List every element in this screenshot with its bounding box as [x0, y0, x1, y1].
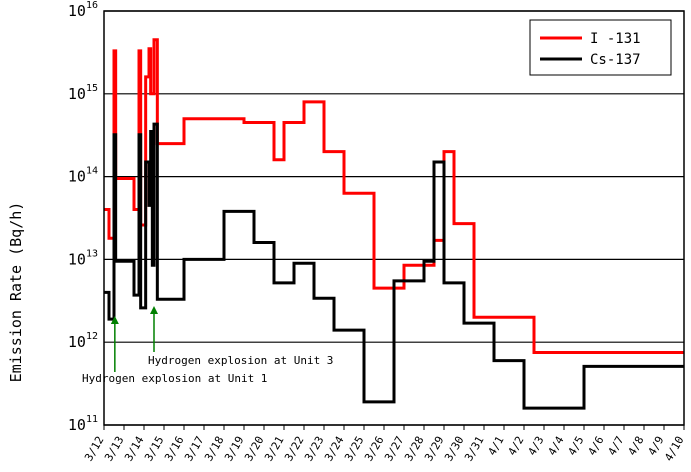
arrow-unit3-head [150, 306, 158, 314]
x-tick-label: 4/6 [585, 434, 606, 458]
x-tick-label: 3/25 [342, 434, 367, 463]
x-tick-label: 4/8 [625, 434, 646, 458]
y-tick-label: 1012 [68, 331, 98, 351]
annotation-unit1: Hydrogen explosion at Unit 1 [82, 372, 267, 385]
legend-label-cs137: Cs-137 [590, 52, 641, 68]
legend-box [529, 19, 672, 76]
x-tick-label: 3/17 [182, 434, 207, 463]
x-tick-label: 3/20 [242, 434, 267, 463]
x-tick-label: 4/3 [525, 434, 546, 458]
legend-label-i131: I -131 [590, 31, 641, 47]
x-tick-label: 4/4 [545, 434, 566, 458]
legend: I -131 Cs-137 [529, 19, 672, 76]
series-line-i131 [104, 38, 684, 355]
x-axis-ticks: 3/123/133/143/153/163/173/183/193/203/21… [82, 425, 687, 463]
x-tick-label: 3/19 [222, 434, 247, 463]
x-tick-label: 3/16 [162, 434, 187, 463]
series-line-cs137 [104, 122, 684, 410]
x-tick-label: 3/13 [102, 434, 127, 463]
x-tick-label: 4/7 [605, 434, 626, 458]
x-tick-label: 3/24 [322, 434, 347, 464]
x-tick-label: 3/26 [362, 434, 387, 463]
series-lines [104, 38, 684, 410]
x-tick-label: 3/12 [82, 434, 107, 463]
x-tick-label: 3/15 [142, 434, 167, 463]
x-tick-label: 3/22 [282, 434, 307, 463]
y-tick-label: 1013 [68, 248, 98, 268]
y-tick-label: 1016 [68, 0, 98, 20]
x-tick-label: 3/18 [202, 434, 227, 463]
y-tick-label: 1011 [68, 414, 98, 434]
x-tick-label: 4/1 [485, 434, 506, 458]
arrow-unit1-head [110, 316, 119, 324]
x-tick-label: 3/31 [462, 434, 487, 463]
y-tick-label: 1014 [68, 166, 98, 186]
x-tick-label: 3/27 [382, 434, 407, 463]
y-tick-label: 1015 [68, 83, 98, 103]
annotations: Hydrogen explosion at Unit 3 Hydrogen exp… [82, 306, 333, 385]
x-tick-label: 3/23 [302, 434, 327, 463]
plot-frame [103, 10, 685, 426]
annotation-unit3: Hydrogen explosion at Unit 3 [148, 354, 333, 367]
x-tick-label: 3/14 [122, 434, 147, 464]
x-tick-label: 4/5 [565, 434, 586, 458]
x-tick-label: 4/10 [662, 434, 687, 463]
x-tick-label: 3/29 [422, 434, 447, 463]
y-axis-label: Emission Rate (Bq/h) [7, 202, 25, 383]
x-tick-label: 4/2 [505, 434, 526, 458]
y-axis-ticks: 1011 1012 1013 1014 1015 1016 [68, 0, 98, 434]
x-tick-label: 3/30 [442, 434, 467, 463]
x-tick-label: 3/28 [402, 434, 427, 463]
x-tick-label: 3/21 [262, 434, 287, 463]
